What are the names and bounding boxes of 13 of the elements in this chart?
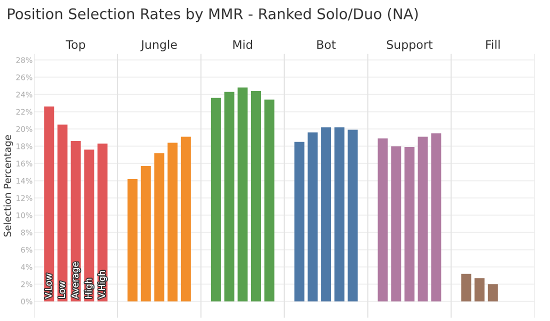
x-tick-label: Bot [317, 40, 336, 49]
x-tick-label: Support [386, 40, 433, 52]
series-label: V.High [98, 270, 107, 299]
series-label: V.Low [45, 274, 52, 299]
x-tick-label: Jungle [140, 40, 177, 52]
series-label: Low [58, 281, 66, 298]
x-tick-label: Mid [233, 40, 252, 49]
y-axis-title: Selection Percentage [4, 135, 13, 237]
series-label: High [84, 278, 94, 298]
series-label: Average [72, 262, 80, 299]
x-tick-label: Fill [486, 40, 500, 49]
chart-title: Position Selection Rates by MMR - Ranked Solo/Duo (NA) [8, 8, 418, 22]
x-tick-label: Top [66, 40, 86, 52]
